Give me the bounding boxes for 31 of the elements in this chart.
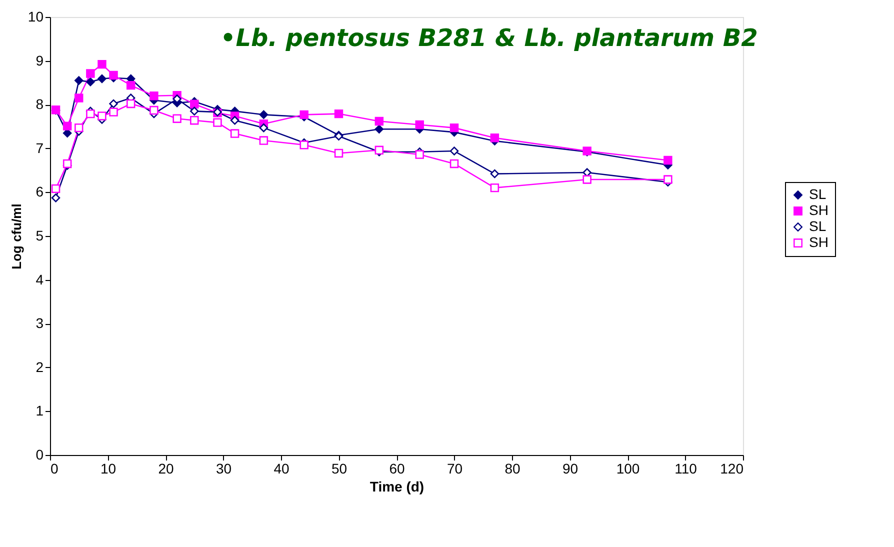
x-tick-label: 100 <box>616 460 640 476</box>
x-tick-label: 90 <box>562 460 578 476</box>
x-tick-label: 50 <box>331 460 348 476</box>
y-tick-label: 7 <box>36 140 44 156</box>
x-tick-label: 10 <box>100 460 116 476</box>
x-tick-label: 30 <box>216 460 232 476</box>
x-tick-label: 0 <box>50 460 58 476</box>
y-tick-label: 3 <box>36 315 44 332</box>
x-tick-label: 20 <box>158 460 174 476</box>
legend-label: SL <box>809 218 826 234</box>
legend-label: SH <box>809 234 828 250</box>
x-tick-label: 120 <box>720 460 744 476</box>
legend-label: SH <box>809 202 828 218</box>
y-tick-label: 0 <box>36 446 44 462</box>
y-axis-title: Log cfu/ml <box>8 204 24 270</box>
y-tick-label: 5 <box>36 228 44 244</box>
y-tick-label: 9 <box>36 52 44 68</box>
y-tick-label: 8 <box>36 96 44 112</box>
x-tick-label: 80 <box>504 460 520 476</box>
y-tick-label: 4 <box>36 271 44 288</box>
x-tick-label: 60 <box>389 460 405 476</box>
y-tick-label: 1 <box>36 402 44 419</box>
y-tick-label: 10 <box>28 8 44 24</box>
y-tick-label: 6 <box>36 184 44 200</box>
legend-label: SL <box>809 186 826 202</box>
x-axis-title: Time (d) <box>370 478 424 494</box>
x-tick-label: 70 <box>446 460 463 476</box>
x-tick-label: 110 <box>674 460 698 476</box>
x-tick-label: 40 <box>274 460 290 476</box>
chart-title: •Lb. pentosus B281 & Lb. plantarum B2 <box>220 24 758 52</box>
y-tick-label: 2 <box>36 358 44 375</box>
